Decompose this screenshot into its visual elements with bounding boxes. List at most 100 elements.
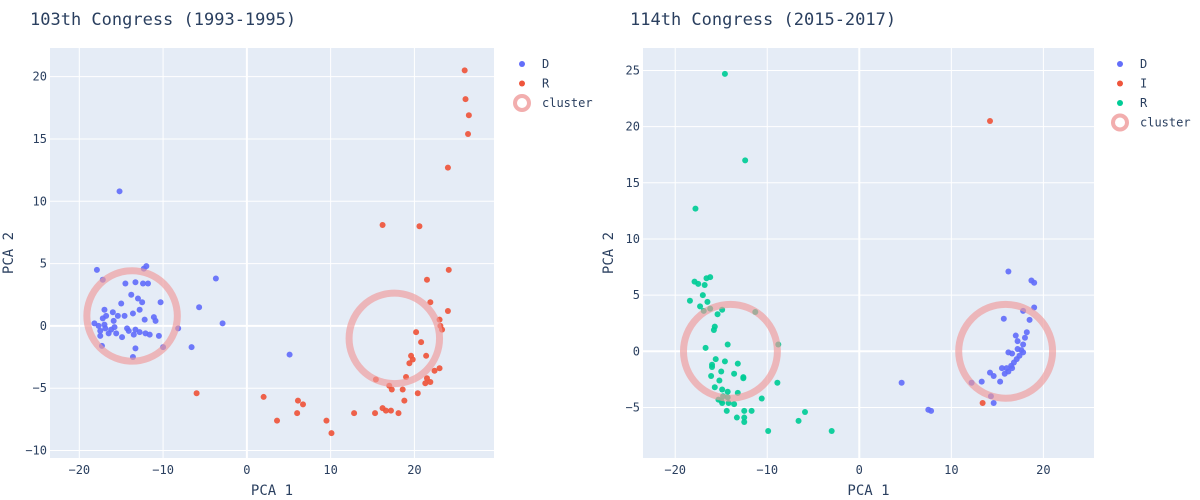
y-axis-label: PCA 2 <box>601 232 617 274</box>
data-point-R <box>721 358 728 365</box>
data-point-D <box>990 373 997 379</box>
chart-title: 103th Congress (1993-1995) <box>30 10 296 30</box>
data-point-D <box>122 280 129 287</box>
data-point-R <box>388 386 395 393</box>
data-point-D <box>118 300 125 307</box>
legend-item-I[interactable]: I <box>1117 77 1147 91</box>
data-point-D <box>128 291 135 298</box>
data-point-D <box>142 330 149 337</box>
legend-marker <box>1117 61 1123 67</box>
legend-label: R <box>542 77 550 91</box>
cluster-circle <box>345 289 444 388</box>
chart-title: 114th Congress (2015-2017) <box>630 10 896 30</box>
data-point-D <box>1005 349 1012 356</box>
data-point-R <box>328 430 335 437</box>
legend-label: cluster <box>1140 116 1191 130</box>
data-point-R <box>719 386 726 393</box>
data-point-D <box>1001 370 1008 377</box>
data-point-D <box>116 188 123 195</box>
data-point-D <box>136 306 143 313</box>
data-point-D <box>93 266 100 273</box>
legend-item-cluster[interactable]: cluster <box>1111 113 1191 132</box>
data-point-R <box>372 410 379 417</box>
data-point-D <box>898 379 905 386</box>
legend-marker <box>519 80 525 87</box>
data-point-D <box>1000 315 1007 322</box>
data-point-R <box>387 407 394 414</box>
data-point-R <box>731 401 738 408</box>
data-point-R <box>436 365 443 372</box>
chart-panel-2: 114th Congress (2015-2017) −20 −10 0 10 20 −5 0… <box>601 10 1191 499</box>
x-tick-label: −10 <box>152 463 174 477</box>
data-point-R <box>710 326 717 333</box>
plot-area <box>50 48 494 458</box>
x-tick-label: 10 <box>944 463 958 477</box>
data-layer <box>679 70 1057 435</box>
data-point-R <box>406 360 413 367</box>
y-axis-label: PCA 2 <box>1 232 17 274</box>
data-point-R <box>299 401 306 408</box>
legend-marker <box>1117 80 1123 87</box>
data-point-D <box>132 279 139 286</box>
data-point-D <box>110 317 117 324</box>
data-point-R <box>294 410 301 417</box>
data-point-R <box>418 339 425 346</box>
data-point-R <box>828 428 835 435</box>
data-point-R <box>699 292 706 299</box>
data-point-R <box>422 380 429 387</box>
data-point-R <box>444 164 451 171</box>
data-point-D <box>1023 329 1030 336</box>
data-point-R <box>416 223 423 230</box>
data-point-R <box>274 417 281 424</box>
legend-item-cluster[interactable]: cluster <box>513 94 593 112</box>
y-tick-label: 15 <box>33 132 47 146</box>
x-axis-label: PCA 1 <box>847 483 889 499</box>
data-point-R <box>741 419 748 426</box>
data-point-R <box>413 329 420 336</box>
legend-item-R[interactable]: R <box>1117 96 1148 110</box>
data-point-D <box>152 317 159 324</box>
data-point-I <box>986 118 993 125</box>
legend-marker <box>1111 113 1129 132</box>
legend-item-R[interactable]: R <box>519 77 550 91</box>
x-tick-label: 20 <box>1036 463 1050 477</box>
chart-panel-1: 103th Congress (1993-1995) −20 −10 0 10 20 −10… <box>1 10 593 499</box>
data-point-R <box>395 410 402 417</box>
legend-item-D[interactable]: D <box>1117 57 1147 71</box>
data-point-R <box>697 303 704 310</box>
data-point-R <box>702 344 709 351</box>
data-point-D <box>143 263 150 270</box>
legend-label: I <box>1140 77 1147 91</box>
data-point-D <box>978 378 985 385</box>
y-tick-label: 0 <box>40 319 47 333</box>
data-point-D <box>1020 341 1027 348</box>
data-point-R <box>382 407 389 414</box>
data-point-R <box>795 417 802 424</box>
data-point-D <box>1021 334 1028 341</box>
data-point-D <box>997 378 1004 385</box>
legend-marker <box>519 61 525 67</box>
data-point-R <box>401 397 408 404</box>
legend-label: cluster <box>542 96 593 110</box>
legend-item-D[interactable]: D <box>519 57 549 71</box>
data-point-D <box>121 312 128 319</box>
data-point-R <box>379 221 386 228</box>
data-point-R <box>431 367 438 374</box>
y-tick-label: 25 <box>626 63 640 77</box>
data-point-R <box>748 407 755 414</box>
data-point-D <box>1012 332 1019 339</box>
data-point-D <box>130 331 137 338</box>
data-point-R <box>414 390 421 397</box>
data-point-R <box>712 356 719 363</box>
data-point-R <box>709 364 716 371</box>
data-point-R <box>704 298 711 305</box>
data-point-D <box>129 310 136 317</box>
data-point-R <box>701 282 708 289</box>
data-point-D <box>95 322 102 329</box>
data-point-D <box>119 334 126 341</box>
data-point-R <box>716 377 723 384</box>
data-point-D <box>97 327 104 334</box>
